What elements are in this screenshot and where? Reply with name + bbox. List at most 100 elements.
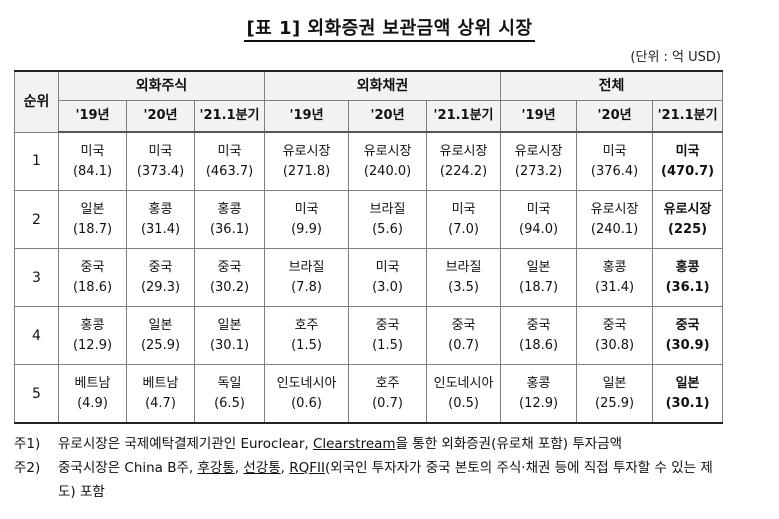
market-name: 인도네시아 (276, 375, 337, 391)
market-cell: 일본 (30.1) (193, 306, 266, 365)
market-name: 중국 (80, 259, 105, 275)
footnote-text: 유로시장은 국제예탁결제기관인 Euroclear, Clearstream을 … (58, 432, 726, 456)
market-cell: 중국 (18.6) (500, 306, 578, 365)
market-name: 중국 (526, 317, 551, 333)
market-value: (30.2) (209, 279, 250, 295)
market-cell: 유로시장 (273.2) (500, 131, 578, 191)
market-value: (273.2) (514, 163, 563, 179)
footnote-segment: 유로시장은 국제예탁결제기관인 Euroclear, (58, 436, 313, 452)
market-name: 미국 (451, 201, 476, 217)
footnote-underlined: Clearstream (312, 436, 396, 452)
market-name: 홍콩 (602, 259, 627, 275)
market-value: (30.9) (665, 337, 710, 353)
table-row: 2 일본 (18.7) 홍콩 (31.4) 홍콩 (36.1) 미국 (9.9) 브라질 (5.6)… (14, 190, 724, 249)
market-name: 브라질 (288, 259, 325, 275)
market-name: 중국 (148, 259, 173, 275)
market-value: (1.5) (291, 337, 322, 353)
market-cell: 일본 (25.9) (126, 306, 195, 365)
market-name: 브라질 (445, 259, 482, 275)
market-value: (30.1) (665, 395, 710, 411)
market-name: 유로시장 (363, 143, 412, 159)
market-name: 일본 (80, 201, 105, 217)
market-value: (18.6) (519, 337, 559, 353)
market-name: 유로시장 (663, 201, 712, 217)
market-cell: 일본 (18.7) (500, 248, 578, 307)
market-value: (4.7) (145, 395, 176, 411)
footnote-segment: (외국인 투자자가 중국 본토의 주식·채권 등에 직접 투자할 수 있는 제도… (58, 460, 713, 500)
market-value: (29.3) (140, 279, 181, 295)
market-value: (0.5) (448, 395, 479, 411)
rank-cell: 1 (14, 131, 59, 191)
market-name: 홍콩 (217, 201, 242, 217)
year-header: '20년 (126, 100, 195, 133)
market-value: (0.7) (372, 395, 403, 411)
market-value: (94.0) (519, 221, 559, 237)
market-name: 홍콩 (80, 317, 105, 333)
market-cell: 중국 (0.7) (426, 306, 502, 365)
market-name: 홍콩 (675, 259, 700, 275)
market-name: 인도네시아 (433, 375, 494, 391)
group-header-stocks: 외화주식 (57, 70, 266, 101)
market-cell: 중국 (30.2) (193, 248, 266, 307)
market-value: (30.1) (209, 337, 250, 353)
table-row: 1 미국 (84.1) 미국 (373.4) 미국 (463.7) 유로시장 (271.8) 유로… (14, 131, 724, 191)
table-row: 4 홍콩 (12.9) 일본 (25.9) 일본 (30.1) 호주 (1.5) 중국 (1.5) 중… (14, 306, 724, 365)
market-value: (0.7) (448, 337, 479, 353)
market-cell: 유로시장 (271.8) (264, 131, 350, 191)
market-cell: 브라질 (5.6) (348, 190, 428, 249)
market-value: (4.9) (77, 395, 108, 411)
market-value: (271.8) (282, 163, 331, 179)
market-cell: 유로시장 (224.2) (426, 131, 502, 191)
footnote-underlined: 후강통 (197, 460, 235, 476)
year-header: '19년 (58, 100, 127, 133)
market-cell: 브라질 (7.8) (264, 248, 350, 307)
market-cell: 독일 (6.5) (193, 364, 266, 424)
market-name: 독일 (217, 375, 242, 391)
market-cell: 중국 (18.6) (58, 248, 127, 307)
footnote-segment: , (280, 460, 290, 476)
market-ranking-table: 순위 외화주식 외화채권 전체 '19년 '20년 '21.1분기 '19년 '… (14, 70, 724, 424)
footnote-segment: 을 통한 외화증권(유로채 포함) 투자금액 (395, 436, 622, 452)
market-name: 호주 (294, 317, 319, 333)
footnotes: 주1) 유로시장은 국제예탁결제기관인 Euroclear, Clearstre… (14, 432, 726, 504)
market-cell: 중국 (29.3) (126, 248, 195, 307)
group-header-total: 전체 (500, 70, 724, 101)
market-cell: 홍콩 (36.1) (193, 190, 266, 249)
market-value: (1.5) (372, 337, 403, 353)
market-cell: 홍콩 (31.4) (576, 248, 654, 307)
market-name: 미국 (602, 143, 627, 159)
market-value: (225) (668, 221, 708, 237)
unit-label: (단위 : 억 USD) (630, 50, 721, 65)
market-cell: 유로시장 (225) (652, 190, 724, 249)
market-cell: 일본 (25.9) (576, 364, 654, 424)
market-name: 일본 (217, 317, 242, 333)
market-value: (12.9) (72, 337, 113, 353)
market-value: (3.5) (448, 279, 479, 295)
footnote-text: 중국시장은 China B주, 후강통, 선강통, RQFII(외국인 투자자가… (58, 456, 726, 504)
market-name: 중국 (217, 259, 242, 275)
market-value: (463.7) (205, 163, 254, 179)
market-cell: 홍콩 (12.9) (500, 364, 578, 424)
market-value: (373.4) (136, 163, 185, 179)
market-name: 유로시장 (590, 201, 639, 217)
market-name: 중국 (675, 317, 700, 333)
market-name: 중국 (451, 317, 476, 333)
group-header-row: 순위 외화주식 외화채권 전체 (14, 70, 724, 133)
year-header-row: '19년 '20년 '21.1분기 '19년 '20년 '21.1분기 '19년… (15, 100, 724, 133)
footnote-segment: , (234, 460, 244, 476)
rank-cell: 4 (14, 306, 59, 365)
market-value: (18.6) (72, 279, 113, 295)
market-cell: 중국 (30.8) (576, 306, 654, 365)
market-name: 중국 (602, 317, 627, 333)
market-name: 중국 (375, 317, 400, 333)
year-header: '21.1분기 (652, 100, 724, 133)
market-value: (18.7) (519, 279, 559, 295)
market-name: 유로시장 (514, 143, 563, 159)
market-value: (5.6) (372, 221, 403, 237)
market-cell: 미국 (9.9) (264, 190, 350, 249)
market-value: (7.0) (448, 221, 479, 237)
market-name: 일본 (675, 375, 700, 391)
market-name: 미국 (80, 143, 105, 159)
year-header: '21.1분기 (193, 100, 266, 133)
market-value: (84.1) (72, 163, 113, 179)
